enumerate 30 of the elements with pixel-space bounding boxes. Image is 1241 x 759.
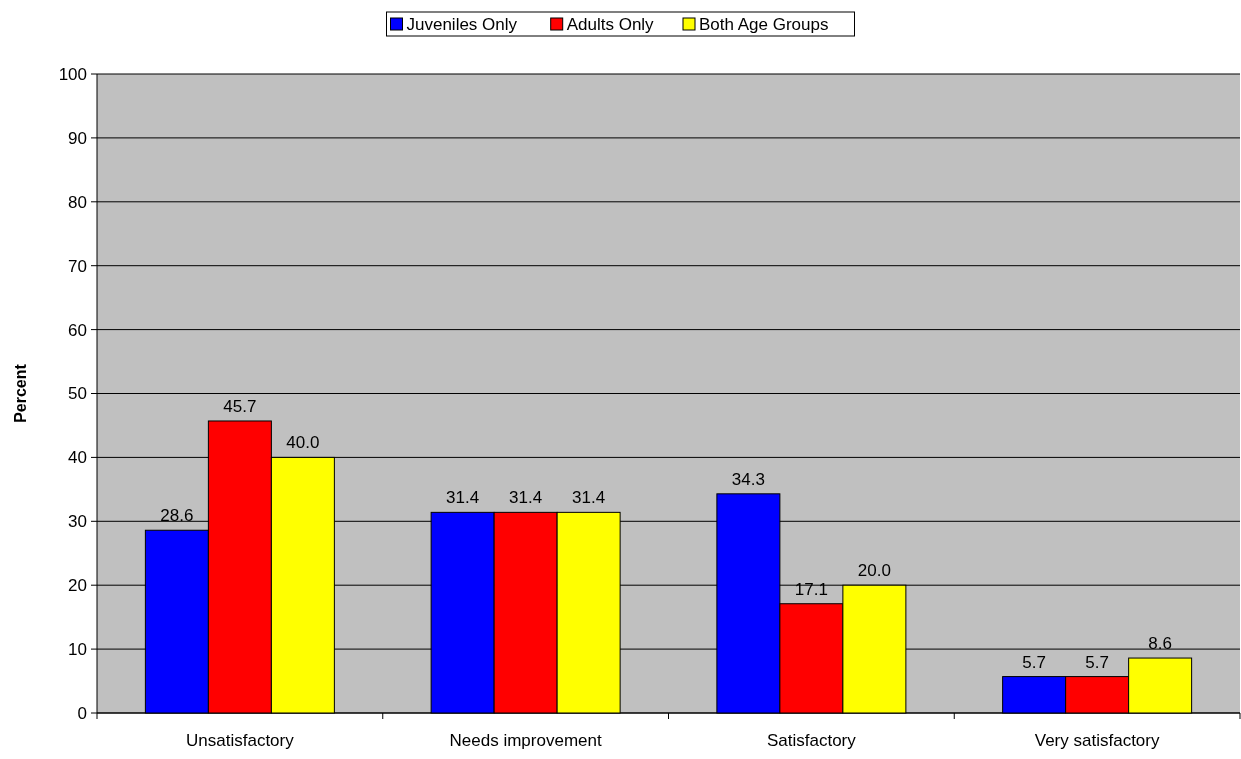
y-tick-label: 0 <box>77 703 87 723</box>
data-label: 28.6 <box>160 506 194 526</box>
x-tick-label: Unsatisfactory <box>186 731 295 750</box>
data-label: 31.4 <box>446 488 480 508</box>
y-tick-label: 100 <box>58 64 87 84</box>
y-tick-label: 60 <box>68 320 87 340</box>
data-label: 5.7 <box>1085 652 1109 672</box>
data-label: 31.4 <box>572 488 606 508</box>
x-tick-label: Satisfactory <box>766 731 857 750</box>
legend-label: Juveniles Only <box>406 14 518 34</box>
data-label: 45.7 <box>223 396 257 416</box>
data-label: 34.3 <box>731 469 765 489</box>
x-tick-label: Very satisfactory <box>1034 731 1160 750</box>
y-tick-label: 40 <box>68 448 87 468</box>
data-label: 40.0 <box>286 433 320 453</box>
y-tick-label: 30 <box>68 512 87 532</box>
y-tick-label: 80 <box>68 192 87 212</box>
data-label: 8.6 <box>1148 634 1172 654</box>
y-tick-label: 90 <box>68 128 87 148</box>
x-tick-label: Needs improvement <box>449 731 602 750</box>
y-tick-label: 50 <box>68 384 87 404</box>
y-tick-label: 10 <box>68 640 87 660</box>
legend-label: Adults Only <box>566 14 655 34</box>
y-tick-label: 20 <box>68 576 87 596</box>
data-label: 5.7 <box>1022 652 1046 672</box>
data-label: 20.0 <box>857 561 891 581</box>
y-axis-title: Percent <box>12 363 29 423</box>
data-label: 31.4 <box>509 488 543 508</box>
y-tick-label: 70 <box>68 256 87 276</box>
legend-label: Both Age Groups <box>699 14 829 34</box>
